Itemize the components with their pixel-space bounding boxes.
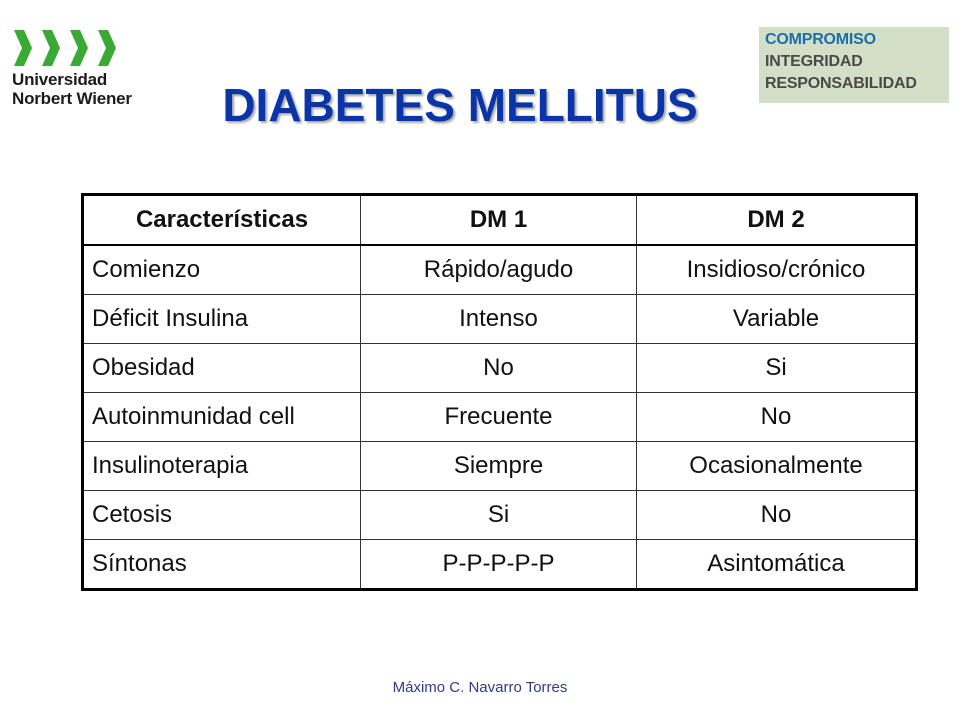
table-row: Síntonas P-P-P-P-P Asintomática	[82, 539, 917, 590]
university-logo: Universidad Norbert Wiener	[10, 26, 160, 116]
dm1-cell: Si	[360, 490, 637, 540]
dm1-cell: Rápido/agudo	[360, 244, 637, 295]
values-logo-line2: INTEGRIDAD	[765, 53, 863, 70]
dm1-cell: P-P-P-P-P	[360, 539, 637, 590]
page-title: DIABETES MELLITUS	[222, 79, 698, 131]
row-label: Autoinmunidad cell	[82, 392, 361, 442]
university-logo-mark-icon	[14, 30, 116, 66]
author-footer: Máximo C. Navarro Torres	[392, 679, 568, 696]
university-logo-line2: Norbert Wiener	[12, 89, 132, 108]
table-header-row: Características DM 1 DM 2	[82, 194, 917, 246]
table-row: Obesidad No Si	[82, 343, 917, 393]
values-logo-line3: RESPONSABILIDAD	[765, 75, 917, 92]
university-logo-text: Universidad Norbert Wiener	[12, 70, 132, 108]
dm2-cell: No	[636, 490, 917, 540]
dm2-cell: Ocasionalmente	[636, 441, 917, 491]
column-header-dm1: DM 1	[360, 194, 637, 246]
dm1-cell: Intenso	[360, 294, 637, 344]
column-header-caracteristicas: Características	[82, 194, 361, 246]
values-logo: COMPROMISO INTEGRIDAD RESPONSABILIDAD	[759, 27, 949, 103]
comparison-table: Características DM 1 DM 2 Comienzo Rápid…	[81, 193, 918, 591]
table-row: Autoinmunidad cell Frecuente No	[82, 392, 917, 442]
dm1-cell: Frecuente	[360, 392, 637, 442]
dm2-cell: Asintomática	[636, 539, 917, 590]
dm2-cell: Si	[636, 343, 917, 393]
dm2-cell: Variable	[636, 294, 917, 344]
table-row: Comienzo Rápido/agudo Insidioso/crónico	[82, 244, 917, 295]
dm2-cell: No	[636, 392, 917, 442]
dm1-cell: No	[360, 343, 637, 393]
row-label: Síntonas	[82, 539, 361, 590]
row-label: Déficit Insulina	[82, 294, 361, 344]
row-label: Obesidad	[82, 343, 361, 393]
row-label: Comienzo	[82, 244, 361, 295]
table-row: Cetosis Si No	[82, 490, 917, 540]
row-label: Cetosis	[82, 490, 361, 540]
dm1-cell: Siempre	[360, 441, 637, 491]
dm2-cell: Insidioso/crónico	[636, 244, 917, 295]
table-row: Insulinoterapia Siempre Ocasionalmente	[82, 441, 917, 491]
values-logo-line1: COMPROMISO	[765, 31, 876, 48]
university-logo-line1: Universidad	[12, 70, 108, 89]
column-header-dm2: DM 2	[636, 194, 917, 246]
table-row: Déficit Insulina Intenso Variable	[82, 294, 917, 344]
row-label: Insulinoterapia	[82, 441, 361, 491]
